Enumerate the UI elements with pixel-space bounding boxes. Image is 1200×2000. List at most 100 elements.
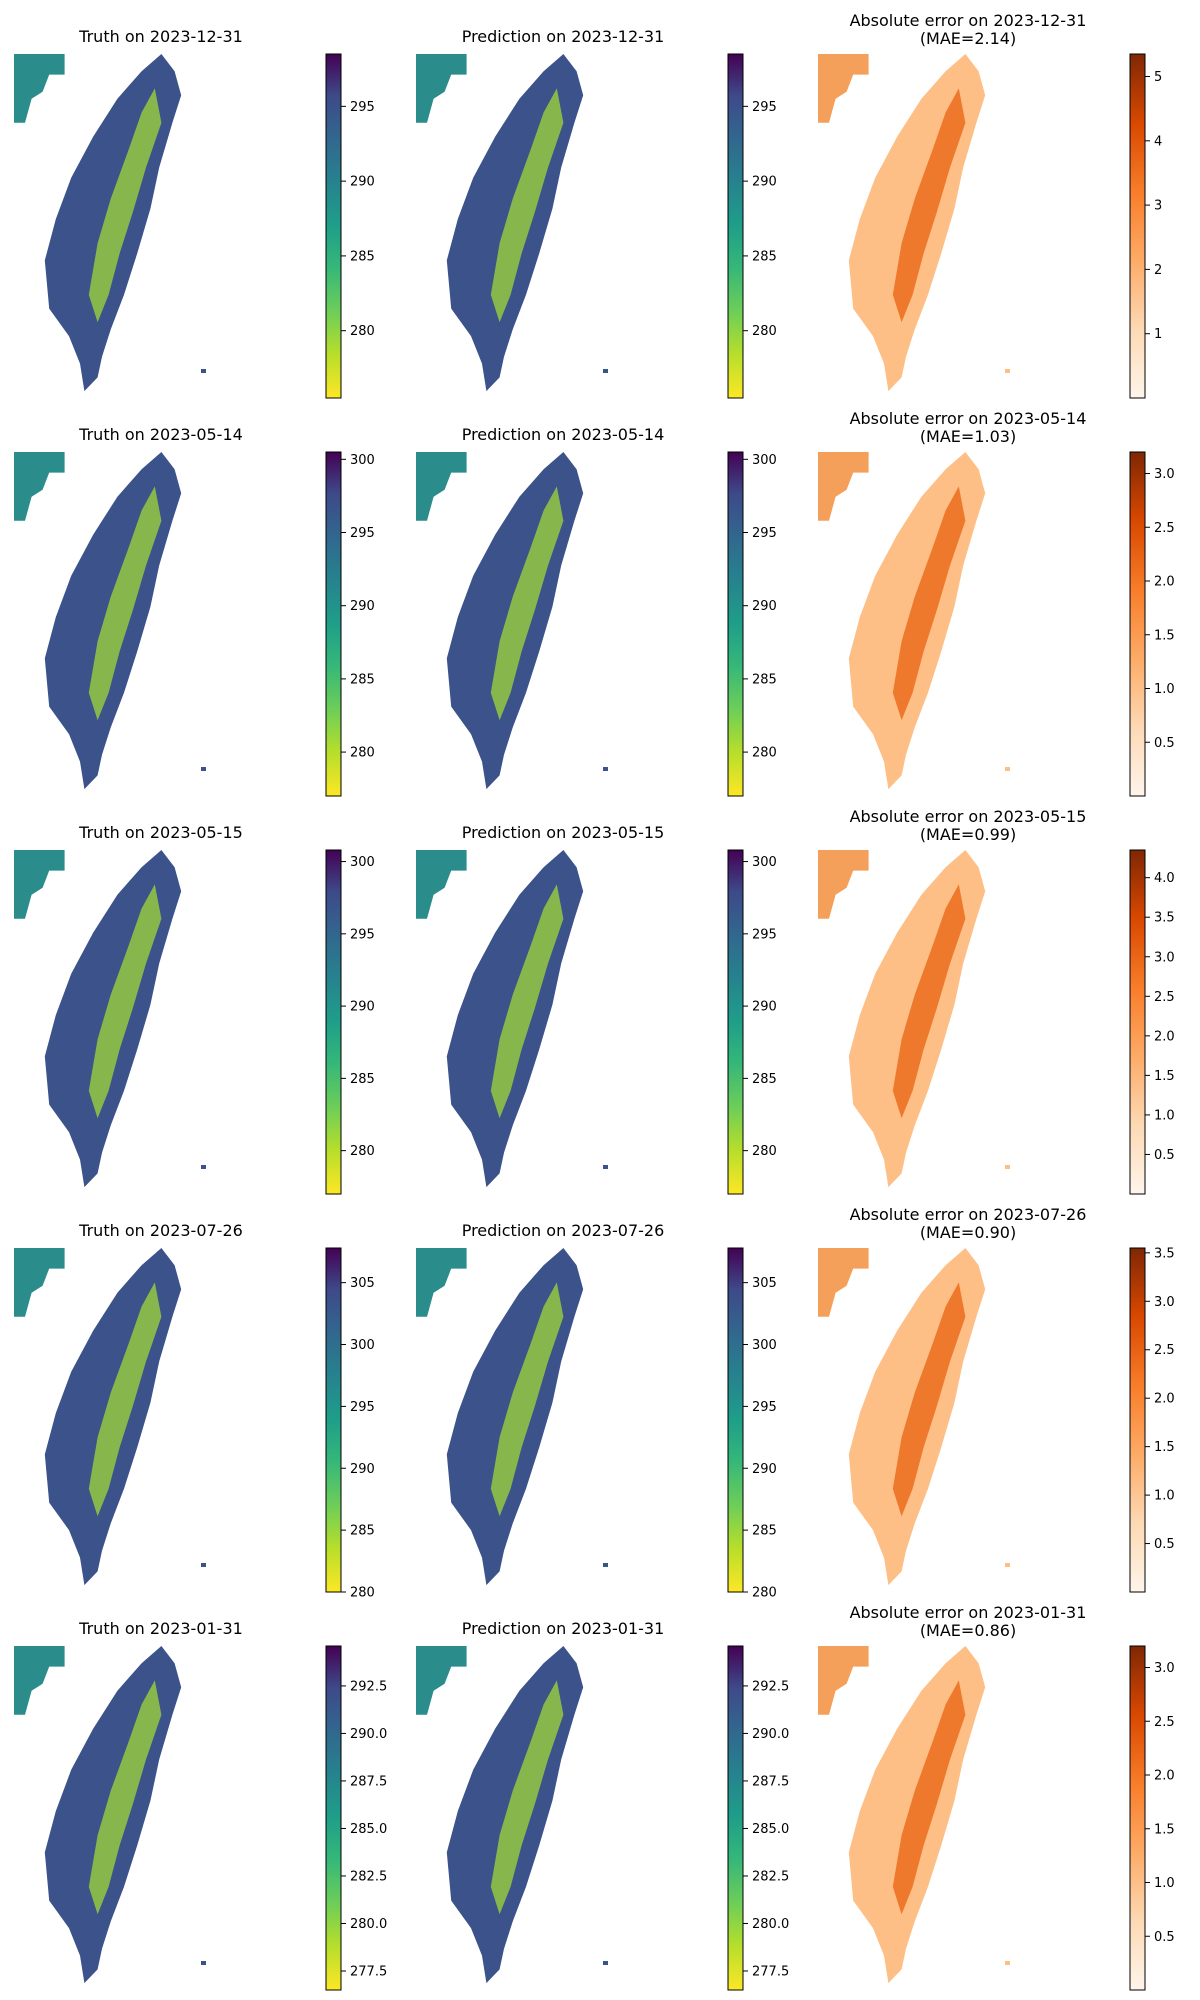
panel-truth-2: Truth on 2023-05-14 280 285 290 295 300: [14, 425, 375, 797]
colorbar-tick-label: 282.5: [350, 1869, 387, 1884]
map-islet: [1005, 1961, 1010, 1965]
colorbar-tick-label: 2.0: [1154, 575, 1175, 590]
colorbar-tick-label: 2.0: [1154, 1392, 1175, 1407]
panel-prediction-2: Prediction on 2023-05-14 280 285 290 295 300: [416, 425, 777, 797]
map-corner-land: [818, 452, 869, 521]
colorbar-tick-label: 2.5: [1154, 521, 1175, 536]
panel-title: Absolute error on 2023-01-31: [850, 1603, 1087, 1622]
colorbar: [1129, 451, 1146, 797]
panel-truth-4: Truth on 2023-07-26 280 285 290 295 300 305: [14, 1221, 375, 1601]
colorbar-tick-label: 285: [752, 1072, 777, 1087]
colorbar-tick-label: 305: [752, 1276, 777, 1291]
map-mountain-ridge: [88, 1282, 162, 1517]
map-islet: [201, 1165, 206, 1169]
map-mountain-ridge: [490, 1282, 564, 1517]
panel-title: Truth on 2023-05-15: [78, 823, 243, 842]
map-islet: [464, 1423, 472, 1428]
map-islet: [866, 1025, 874, 1030]
panel-truth-1: Truth on 2023-12-31 280 285 290 295: [14, 27, 375, 399]
colorbar-tick-label: 2.5: [1154, 990, 1175, 1005]
colorbar: [325, 1645, 342, 1991]
map-islet: [62, 1025, 70, 1030]
panel-truth-5: Truth on 2023-01-31 277.5 280.0 282.5 285.0 2…: [14, 1619, 387, 1991]
panel-abs_error-1: Absolute error on 2023-12-31(MAE=2.14) 1 2…: [818, 11, 1162, 399]
map-mountain-ridge: [490, 486, 564, 721]
map-corner-land: [14, 850, 65, 919]
panel-prediction-3: Prediction on 2023-05-15 280 285 290 295 300: [416, 823, 777, 1195]
colorbar-tick-label: 2.5: [1154, 1715, 1175, 1730]
colorbar-tick-label: 5: [1154, 70, 1162, 85]
colorbar-tick-label: 3.5: [1154, 911, 1175, 926]
colorbar-tick-label: 3.5: [1154, 1246, 1175, 1261]
panel-abs_error-2: Absolute error on 2023-05-14(MAE=1.03) 0.…: [818, 409, 1175, 797]
colorbar-tick-label: 290: [752, 1462, 777, 1477]
map-islet: [866, 229, 874, 234]
colorbar-tick-label: 300: [350, 1338, 375, 1353]
map-islet: [62, 229, 70, 234]
colorbar-tick-label: 3.0: [1154, 1661, 1175, 1676]
panel-subtitle: (MAE=0.86): [920, 1621, 1016, 1640]
colorbar-tick-label: 300: [752, 1338, 777, 1353]
panel-title: Truth on 2023-12-31: [78, 27, 243, 46]
colorbar-tick-label: 285: [350, 1072, 375, 1087]
map-mountain-ridge: [88, 884, 162, 1119]
colorbar-tick-label: 287.5: [752, 1774, 789, 1789]
map-mountain-ridge: [892, 486, 966, 721]
map-islet: [603, 1563, 608, 1567]
colorbar-tick-label: 282.5: [752, 1869, 789, 1884]
map-corner-land: [14, 1646, 65, 1715]
panel-abs_error-5: Absolute error on 2023-01-31(MAE=0.86) 0.…: [818, 1603, 1175, 1991]
map-islet: [866, 1423, 874, 1428]
map-islet: [62, 1423, 70, 1428]
map-corner-land: [818, 850, 869, 919]
map-islet: [1005, 767, 1010, 771]
map-mountain-ridge: [88, 88, 162, 323]
colorbar-tick-label: 300: [752, 855, 777, 870]
colorbar-tick-label: 3.0: [1154, 467, 1175, 482]
colorbar: [325, 53, 342, 399]
colorbar: [325, 1247, 342, 1593]
colorbar-tick-label: 1.0: [1154, 1108, 1175, 1123]
map-islet: [866, 627, 874, 632]
colorbar-tick-label: 280: [350, 1144, 375, 1159]
colorbar-tick-label: 290.0: [752, 1727, 789, 1742]
map-corner-land: [416, 54, 467, 123]
colorbar-tick-label: 290: [350, 1000, 375, 1015]
panel-title: Prediction on 2023-07-26: [462, 1221, 665, 1240]
colorbar-tick-label: 1.0: [1154, 1489, 1175, 1504]
colorbar-tick-label: 2.0: [1154, 1029, 1175, 1044]
colorbar-tick-label: 1.5: [1154, 1440, 1175, 1455]
colorbar-tick-label: 285.0: [350, 1822, 387, 1837]
colorbar: [325, 451, 342, 797]
colorbar-tick-label: 290: [350, 1462, 375, 1477]
colorbar-tick-label: 280.0: [752, 1917, 789, 1932]
colorbar-tick-label: 277.5: [350, 1964, 387, 1979]
colorbar-tick-label: 295: [752, 1400, 777, 1415]
colorbar-tick-label: 290: [350, 599, 375, 614]
colorbar-tick-label: 280: [752, 1586, 777, 1601]
map-islet: [62, 1821, 70, 1826]
colorbar-tick-label: 280: [752, 746, 777, 761]
panel-subtitle: (MAE=0.90): [920, 1223, 1016, 1242]
colorbar: [325, 849, 342, 1195]
map-corner-land: [416, 1646, 467, 1715]
colorbar-tick-label: 280: [752, 1144, 777, 1159]
panel-subtitle: (MAE=2.14): [920, 29, 1016, 48]
map-corner-land: [416, 452, 467, 521]
colorbar-tick-label: 3.0: [1154, 950, 1175, 965]
panel-title: Prediction on 2023-05-15: [462, 823, 665, 842]
colorbar-tick-label: 285.0: [752, 1822, 789, 1837]
colorbar-tick-label: 0.5: [1154, 1537, 1175, 1552]
colorbar-tick-label: 2.5: [1154, 1343, 1175, 1358]
colorbar: [1129, 53, 1146, 399]
map-islet: [1005, 369, 1010, 373]
panel-title: Prediction on 2023-12-31: [462, 27, 665, 46]
colorbar-tick-label: 280.0: [350, 1917, 387, 1932]
panel-prediction-5: Prediction on 2023-01-31 277.5 280.0 282.5 2…: [416, 1619, 789, 1991]
colorbar: [1129, 849, 1146, 1195]
colorbar-tick-label: 2.0: [1154, 1769, 1175, 1784]
colorbar-tick-label: 285: [350, 672, 375, 687]
colorbar-tick-label: 295: [350, 526, 375, 541]
colorbar-tick-label: 290: [752, 1000, 777, 1015]
